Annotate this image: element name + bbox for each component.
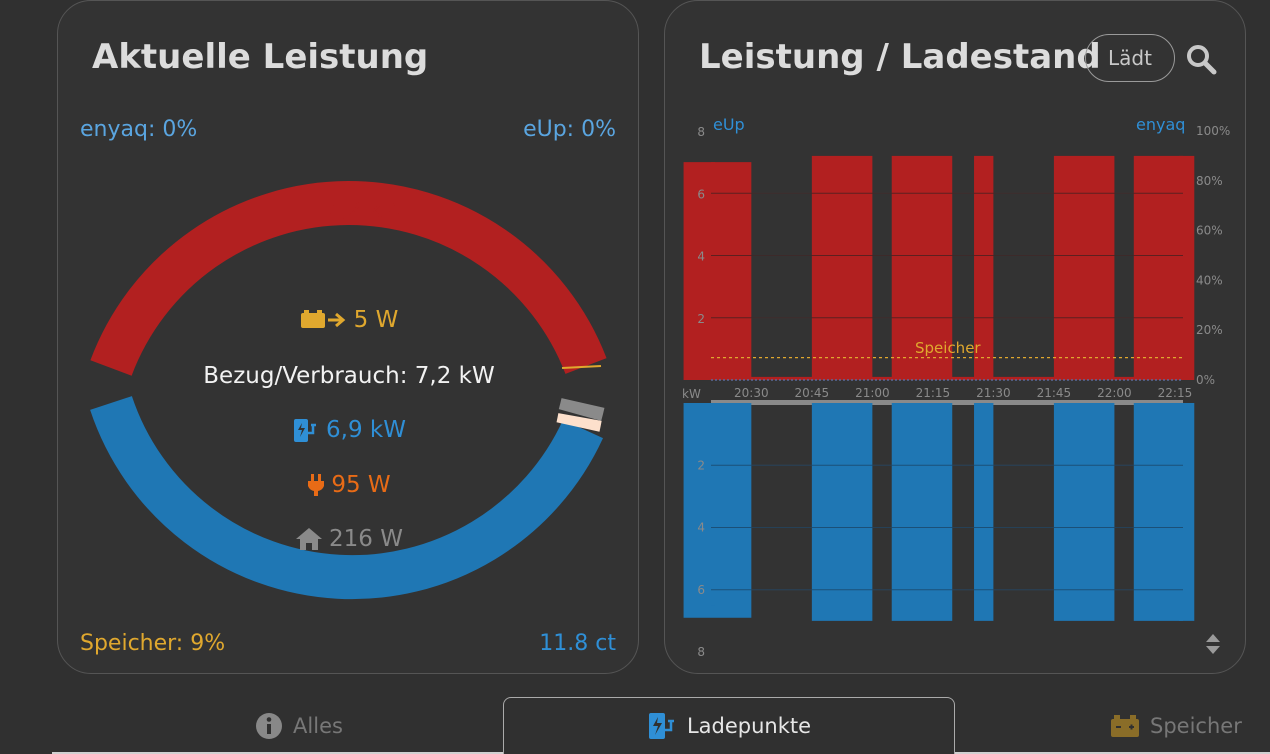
house-value: 216 W [329,526,403,552]
laden-bar [1179,403,1183,621]
enyaq-soc: enyaq: 0% [80,117,198,142]
battery-arc-tick [561,365,602,369]
y2-tick-label: 60% [1196,224,1223,238]
y-tick-label: 2 [697,458,705,472]
charging-station-icon [294,419,317,442]
bezug-bar [811,155,873,380]
battery-icon [1111,714,1139,737]
summary-row: Bezug/Verbrauch: 7,2 kW [58,363,640,389]
bezug-bar [1053,155,1115,380]
legend-enyaq: enyaq [1136,115,1186,134]
grid-value: 7,2 kW [325,197,405,223]
house-arc [558,398,605,421]
y2-tick-label: 100% [1196,124,1230,138]
history-chart: 8 6 4 2 100% 80% 60% 40% 20% 0% 20:30 20:45 21:00 21:… [683,124,1230,659]
tab-alles[interactable]: Alles [229,697,369,754]
y-tick-label: 8 [697,125,705,139]
y2-tick-label: 80% [1196,174,1223,188]
bezug-bar [1179,155,1183,380]
tab-ladepunkte[interactable]: Ladepunkte [503,697,955,754]
y-tick-label: 6 [697,583,705,597]
history-card: Leistung / Ladestand Lädt eUp enyaq 8 6 4 2… [664,0,1246,674]
speicher-soc: Speicher: 9% [80,631,226,656]
laden-bar [1133,403,1195,621]
plug-icon [308,474,325,496]
laden-bar [811,403,873,621]
eup-soc: eUp: 0% [523,117,616,142]
x-tick-label: 21:45 [1037,386,1072,400]
power-gauge [90,181,607,600]
battery-value: 5 W [353,307,399,333]
x-tick-label: 21:30 [976,386,1011,400]
factory-icon [294,200,314,220]
legend-eup: eUp [713,115,745,134]
bezug-bar [1133,155,1195,380]
house-load-strip [711,400,1183,405]
y2-tick-label: 20% [1196,323,1223,337]
bezug-bar [683,162,752,380]
x-tick-label: 21:15 [916,386,951,400]
y-tick-label: 6 [697,187,705,201]
house-row: 216 W [58,526,640,552]
tab-label: Ladepunkte [686,714,812,738]
laden-bar [711,403,715,606]
bezug-bar [974,155,994,380]
card-title: Aktuelle Leistung [92,37,429,77]
laden-bar [1053,403,1115,621]
y-tick-label: 4 [697,521,705,535]
laden-bar [974,403,994,621]
devices-row: 95 W [58,472,640,498]
current-power-card: Aktuelle Leistung enyaq: 0% eUp: 0% 7,2 … [57,0,639,674]
y-tick-label: 4 [697,250,705,264]
sort-icon[interactable] [1205,633,1221,655]
devices-arc [556,413,602,432]
info-icon [256,712,283,739]
price: 11.8 ct [539,631,616,656]
y-tick-label: 2 [697,312,705,326]
y2-tick-label: 0% [1196,373,1215,387]
charger-arc [90,396,603,600]
charger-row: 6,9 kW [58,417,640,443]
summary-text: Bezug/Verbrauch: 7,2 kW [203,363,495,389]
x-tick-label: 22:00 [1097,386,1132,400]
y2-tick-label: 40% [1196,273,1223,287]
laden-bar [683,403,752,618]
charger-value: 6,9 kW [326,417,406,443]
x-tick-label: 20:30 [734,386,769,400]
y-tick-label: 8 [697,645,705,659]
charging-station-icon [648,713,674,739]
unit-label: kW [682,387,701,401]
speicher-label: Speicher [915,339,981,357]
tab-speicher[interactable]: Speicher [1110,697,1270,754]
charging-filter-button[interactable]: Lädt [1085,34,1175,82]
grid-arc [90,181,607,376]
tab-label: Alles [293,713,343,738]
x-tick-label: 21:00 [855,386,890,400]
house-icon [296,528,323,550]
grid-row: 7,2 kW [58,197,640,223]
x-tick-label: 20:45 [795,386,830,400]
tab-label: Speicher [1150,713,1242,738]
search-icon[interactable] [1185,43,1217,75]
battery-row: 5 W [58,307,640,333]
card-title: Leistung / Ladestand [699,37,1101,77]
laden-bar [891,403,953,621]
devices-value: 95 W [331,472,391,498]
bezug-bar [711,162,715,380]
battery-discharge-icon [300,310,345,328]
x-tick-label: 22:15 [1158,386,1193,400]
